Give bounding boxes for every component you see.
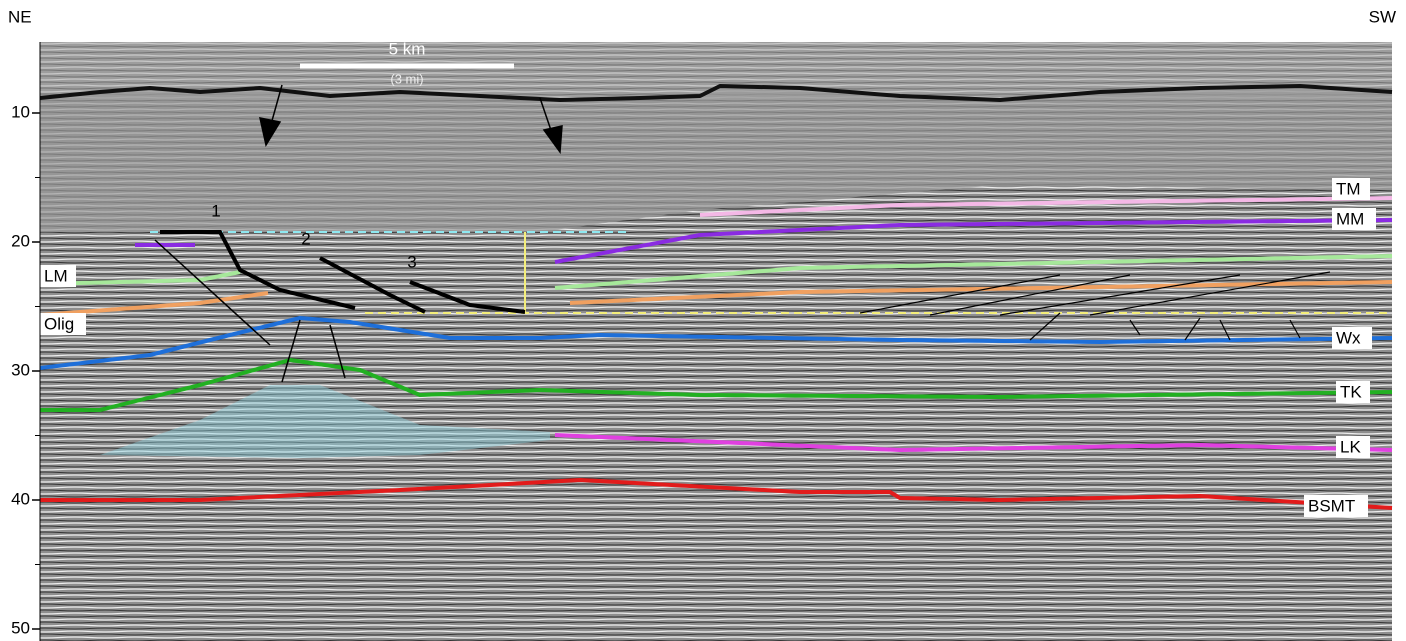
horizon-mm [554, 218, 1393, 264]
y-tick-label: 30 [11, 360, 30, 379]
horizon-label: Olig [44, 314, 74, 333]
seafloor [39, 84, 1393, 102]
fault-label: 1 [211, 201, 220, 220]
fault-label: 2 [301, 229, 310, 248]
horizon-lm [554, 254, 1393, 290]
horizon-olig [569, 280, 1393, 305]
y-tick-label: 20 [11, 231, 30, 250]
scale-label: 5 km [389, 39, 426, 58]
horizon-tm [699, 196, 1393, 217]
horizon-label: TK [1340, 382, 1362, 401]
horizon-label: BSMT [1308, 496, 1355, 515]
upper-unit [40, 86, 1392, 232]
horizon-lm-left [39, 270, 241, 286]
horizon-label: MM [1336, 209, 1364, 228]
horizon-tk [40, 358, 1393, 412]
horizon-label: LM [44, 266, 68, 285]
direction-right: SW [1369, 7, 1396, 26]
horizon-wx [39, 316, 1393, 370]
y-tick-label: 50 [11, 618, 30, 637]
direction-left: NE [8, 7, 32, 26]
shaded-body [100, 385, 550, 458]
y-tick-label: 40 [11, 489, 30, 508]
horizon-label: LK [1340, 437, 1361, 456]
horizon-olig-left [39, 291, 269, 317]
scale-sublabel: (3 mi) [390, 71, 423, 86]
horizon-lk [554, 433, 1393, 452]
horizon-bsmt [40, 478, 1393, 510]
horizon-label: Wx [1336, 328, 1361, 347]
y-tick-label: 10 [11, 102, 30, 121]
fault-label: 3 [407, 252, 416, 271]
horizon-label: TM [1336, 179, 1361, 198]
faults [154, 230, 1331, 383]
horizon-labels: LM Olig TM MM Wx TK LK BSMT [40, 178, 1376, 517]
arrows [259, 84, 563, 155]
